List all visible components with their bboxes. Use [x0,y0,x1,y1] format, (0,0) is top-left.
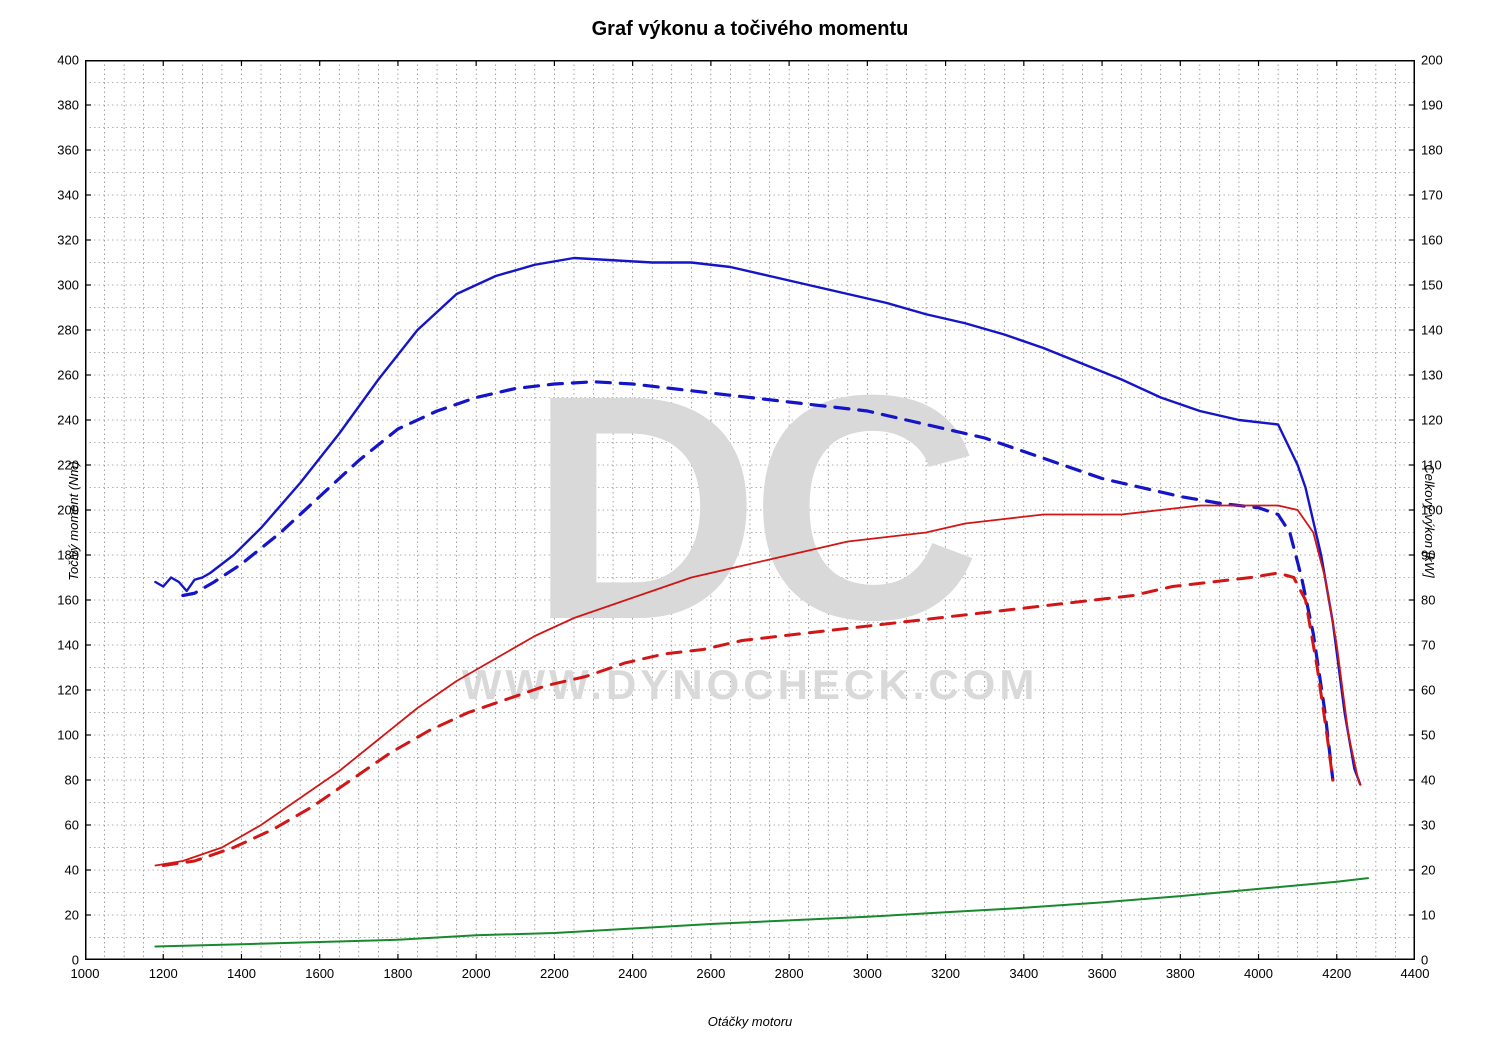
y2-tick: 80 [1421,593,1435,608]
y2-tick: 50 [1421,728,1435,743]
x-tick: 4000 [1244,966,1273,981]
y2-tick: 150 [1421,278,1443,293]
y1-tick: 380 [57,98,79,113]
y1-tick: 20 [65,908,79,923]
y2-tick: 190 [1421,98,1443,113]
y1-tick: 100 [57,728,79,743]
y1-tick: 300 [57,278,79,293]
x-tick: 3000 [853,966,882,981]
y2-tick: 110 [1421,458,1442,473]
y2-tick: 40 [1421,773,1435,788]
x-tick: 1800 [383,966,412,981]
y2-tick: 170 [1421,188,1443,203]
y1-tick: 260 [57,368,79,383]
y1-tick: 80 [65,773,79,788]
dyno-chart: Graf výkonu a točivého momentu Točivý mo… [0,0,1500,1041]
y1-tick: 340 [57,188,79,203]
y1-tick: 320 [57,233,79,248]
x-tick: 2000 [462,966,491,981]
x-tick: 3600 [1088,966,1117,981]
y1-tick: 280 [57,323,79,338]
y2-tick: 200 [1421,53,1443,68]
x-tick: 2400 [618,966,647,981]
x-tick: 1000 [71,966,100,981]
x-tick: 1600 [305,966,334,981]
y1-tick: 160 [57,593,79,608]
chart-title: Graf výkonu a točivého momentu [0,18,1500,41]
y1-tick: 180 [57,548,79,563]
y1-tick: 220 [57,458,79,473]
y2-tick: 140 [1421,323,1443,338]
y2-tick: 70 [1421,638,1435,653]
y1-tick: 200 [57,503,79,518]
y2-tick: 20 [1421,863,1435,878]
y1-tick: 60 [65,818,79,833]
y1-tick: 360 [57,143,79,158]
y1-tick: 120 [57,683,79,698]
y2-tick: 10 [1421,908,1435,923]
x-tick: 2200 [540,966,569,981]
x-tick: 1200 [149,966,178,981]
x-tick: 3800 [1166,966,1195,981]
plot-area: DCWWW.DYNOCHECK.COM [85,60,1415,960]
y2-tick: 120 [1421,413,1443,428]
x-axis-label: Otáčky motoru [0,1014,1500,1029]
y1-tick: 240 [57,413,79,428]
x-tick: 1400 [227,966,256,981]
y1-tick: 0 [72,953,79,968]
y2-tick: 90 [1421,548,1435,563]
y2-tick: 30 [1421,818,1435,833]
y2-tick: 0 [1421,953,1428,968]
y1-tick: 40 [65,863,79,878]
y2-tick: 60 [1421,683,1435,698]
x-tick: 3400 [1009,966,1038,981]
x-tick: 4400 [1401,966,1430,981]
svg-text:WWW.DYNOCHECK.COM: WWW.DYNOCHECK.COM [462,661,1039,708]
y2-tick: 160 [1421,233,1443,248]
y2-tick: 100 [1421,503,1443,518]
x-tick: 2600 [696,966,725,981]
y2-tick: 130 [1421,368,1443,383]
y1-tick: 400 [57,53,79,68]
y1-tick: 140 [57,638,79,653]
x-tick: 3200 [931,966,960,981]
y2-tick: 180 [1421,143,1443,158]
x-tick: 2800 [775,966,804,981]
x-tick: 4200 [1322,966,1351,981]
